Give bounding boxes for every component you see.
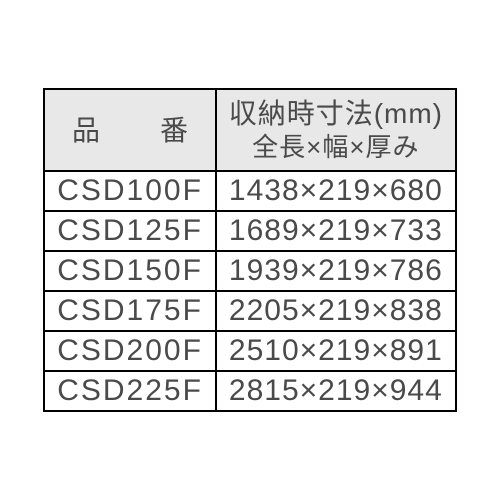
- cell-dims: 2205×219×838: [216, 291, 456, 331]
- col-header-dimensions: 収納時寸法(mm) 全長×幅×厚み: [216, 89, 456, 171]
- cell-code: CSD225F: [44, 371, 216, 411]
- cell-dims: 1689×219×733: [216, 211, 456, 251]
- table-row: CSD200F 2510×219×891: [44, 331, 456, 371]
- cell-code: CSD175F: [44, 291, 216, 331]
- table-container: { "table": { "header": { "col1": "品 番", …: [0, 0, 500, 500]
- cell-dims: 2815×219×944: [216, 371, 456, 411]
- cell-dims: 2510×219×891: [216, 331, 456, 371]
- table-row: CSD175F 2205×219×838: [44, 291, 456, 331]
- cell-code: CSD200F: [44, 331, 216, 371]
- table-body: CSD100F 1438×219×680 CSD125F 1689×219×73…: [44, 171, 456, 411]
- col-header-part-number: 品 番: [44, 89, 216, 171]
- col-header-dimensions-line2: 全長×幅×厚み: [227, 131, 445, 164]
- table-row: CSD125F 1689×219×733: [44, 211, 456, 251]
- spec-table: 品 番 収納時寸法(mm) 全長×幅×厚み CSD100F 1438×219×6…: [43, 88, 457, 412]
- cell-code: CSD100F: [44, 171, 216, 211]
- table-row: CSD100F 1438×219×680: [44, 171, 456, 211]
- col-header-dimensions-line1: 収納時寸法(mm): [229, 98, 443, 129]
- table-row: CSD225F 2815×219×944: [44, 371, 456, 411]
- cell-code: CSD125F: [44, 211, 216, 251]
- cell-dims: 1939×219×786: [216, 251, 456, 291]
- table-row: CSD150F 1939×219×786: [44, 251, 456, 291]
- cell-dims: 1438×219×680: [216, 171, 456, 211]
- table-header-row: 品 番 収納時寸法(mm) 全長×幅×厚み: [44, 89, 456, 171]
- cell-code: CSD150F: [44, 251, 216, 291]
